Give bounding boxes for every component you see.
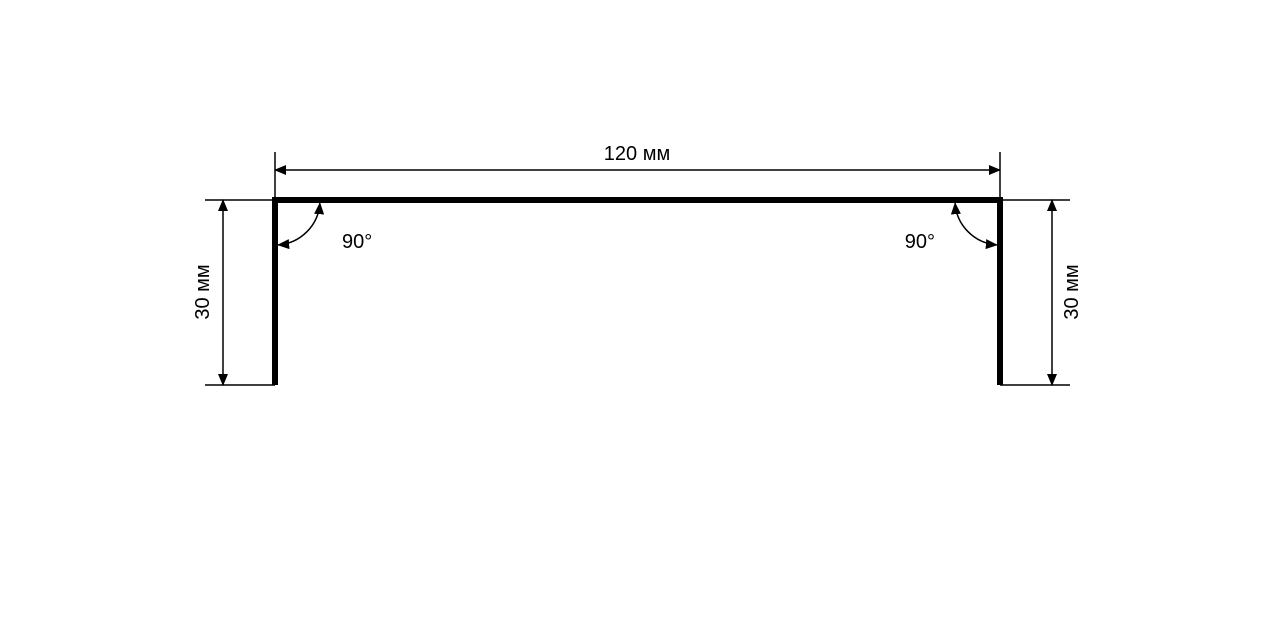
dimension-right-label: 30 мм <box>1061 264 1083 319</box>
angle-left-label: 90° <box>342 231 372 253</box>
dimension-left-label: 30 мм <box>192 264 214 319</box>
dimension-right: 30 мм <box>1052 200 1083 385</box>
profile-shape <box>275 200 1000 385</box>
extension-lines <box>205 152 1070 385</box>
dimension-left: 30 мм <box>192 200 223 385</box>
technical-drawing: 120 мм 30 мм 30 мм 90° 90° <box>0 0 1280 640</box>
angle-left: 90° <box>278 203 372 253</box>
angle-right-label: 90° <box>905 231 935 253</box>
dimension-top-label: 120 мм <box>604 143 670 165</box>
dimension-top: 120 мм <box>275 143 1000 170</box>
angle-right: 90° <box>905 203 997 253</box>
